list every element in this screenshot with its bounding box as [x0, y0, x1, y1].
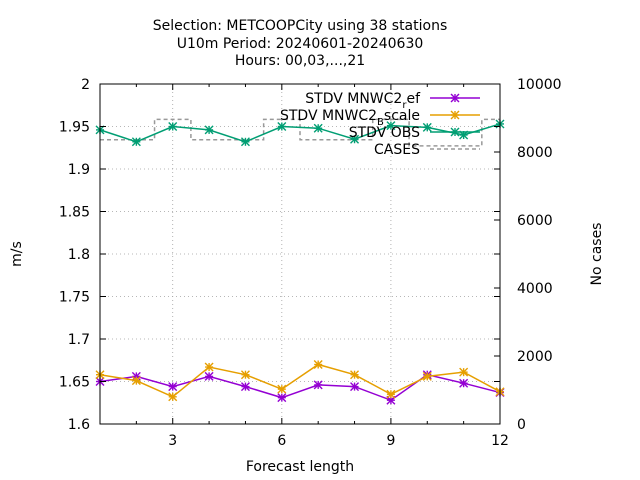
legend-marker — [450, 93, 460, 103]
legend-marker — [450, 127, 460, 137]
series-stdv-mnwc2-ref — [95, 370, 505, 405]
data-point — [313, 360, 323, 369]
chart-title: Selection: METCOOPCity using 38 stations… — [153, 18, 448, 69]
y2-tick-label: 6000 — [517, 213, 553, 229]
x-axis-label: Forecast length — [246, 459, 354, 475]
y2-axis-label: No cases — [589, 223, 605, 286]
data-point — [313, 380, 323, 390]
data-point — [131, 376, 141, 386]
y2-tick-label: 0 — [517, 417, 526, 433]
data-point — [168, 122, 178, 131]
legend-tail: scale — [384, 108, 420, 124]
data-point — [422, 371, 432, 381]
data-point — [277, 393, 287, 403]
data-point — [204, 371, 214, 381]
legend-label: STDV MNWC2ref — [305, 91, 421, 111]
data-point — [350, 370, 360, 380]
y-axis-label: m/s — [9, 241, 25, 267]
data-point — [131, 137, 141, 147]
y-tick-label: 2 — [81, 77, 90, 93]
data-point — [168, 392, 178, 402]
legend-entry: STDV OBS — [349, 125, 480, 141]
data-point — [386, 389, 396, 399]
data-point — [350, 382, 360, 392]
data-point — [204, 362, 214, 372]
x-tick-label: 6 — [277, 433, 286, 449]
y2-tick-label: 10000 — [517, 77, 562, 93]
axes — [99, 83, 501, 425]
data-point — [277, 384, 287, 394]
title-line-1: Selection: METCOOPCity using 38 stations — [153, 18, 448, 34]
series-line — [99, 373, 501, 402]
data-point — [386, 121, 396, 131]
series-stdv-mnwc2-bscale — [95, 360, 505, 402]
data-point — [459, 367, 469, 377]
y-tick-label: 1.75 — [59, 290, 90, 306]
data-point — [240, 137, 250, 147]
legend-entry: STDV MNWC2Bscale — [280, 108, 480, 128]
legend-subscript: B — [377, 117, 384, 128]
y2-tick-label: 4000 — [517, 281, 553, 297]
y-tick-label: 1.95 — [59, 120, 90, 136]
data-point — [240, 382, 250, 392]
data-point — [240, 370, 250, 380]
series-line — [99, 363, 501, 398]
legend-label: STDV OBS — [349, 125, 420, 141]
data-point — [131, 371, 141, 381]
data-point — [204, 125, 214, 135]
data-point — [350, 134, 360, 144]
legend-tail: ef — [406, 91, 421, 107]
x-tick-label: 3 — [168, 433, 177, 449]
data-point — [422, 122, 432, 132]
y-tick-label: 1.65 — [59, 375, 90, 391]
legend-entry: STDV MNWC2ref — [305, 91, 480, 111]
series-layer — [95, 118, 505, 405]
legend-label: STDV MNWC2Bscale — [280, 108, 420, 128]
y-tick-label: 1.9 — [68, 162, 90, 178]
data-point — [277, 122, 287, 131]
plot-frame — [99, 83, 501, 425]
y-tick-label: 1.7 — [68, 332, 90, 348]
x-tick-label: 9 — [386, 433, 395, 449]
data-point — [168, 382, 178, 392]
y-tick-label: 1.85 — [59, 205, 90, 221]
title-line-2: U10m Period: 20240601-20240630 — [177, 36, 424, 52]
data-point — [313, 123, 323, 133]
legend-entry: CASES — [374, 142, 480, 158]
data-point — [459, 378, 469, 388]
legend-marker — [450, 110, 460, 120]
y2-tick-label: 8000 — [517, 145, 553, 161]
y-tick-label: 1.8 — [68, 247, 90, 263]
legend-subscript: r — [402, 100, 407, 111]
title-line-3: Hours: 00,03,...,21 — [235, 53, 365, 69]
y2-tick-label: 2000 — [517, 349, 553, 365]
x-tick-label: 12 — [491, 433, 509, 449]
tick-labels: 1.6 1.65 1.7 1.75 1.8 1.85 1.9 1.95 2 3 6 9 12 0 2000 4… — [59, 77, 562, 449]
y-tick-label: 1.6 — [68, 417, 90, 433]
legend-label: CASES — [374, 142, 420, 158]
series-line — [99, 123, 501, 143]
